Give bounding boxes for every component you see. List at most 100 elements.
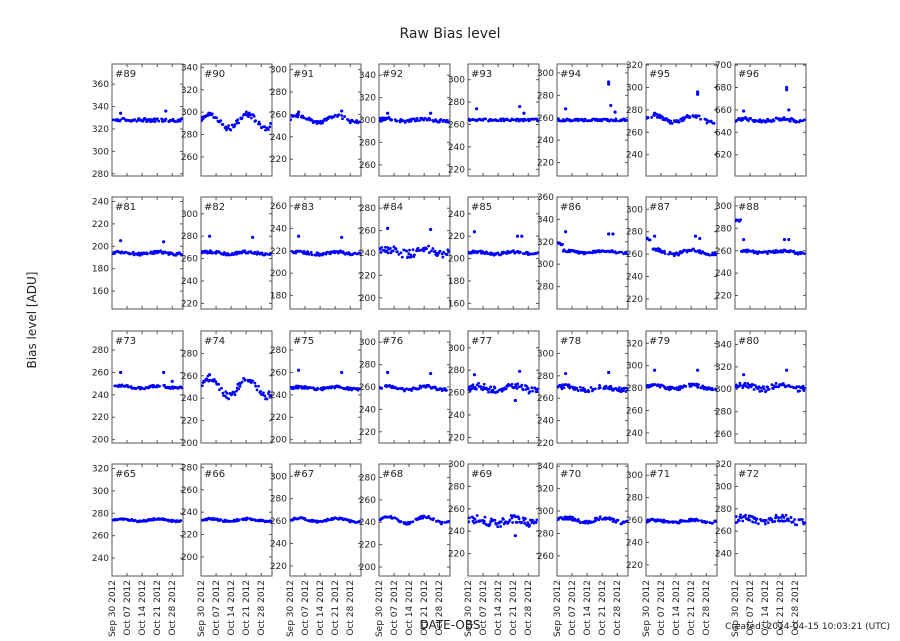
data-point xyxy=(739,516,743,520)
panel-80: 260 280 300 320 340 #80 xyxy=(715,330,807,444)
outlier-point xyxy=(742,373,746,377)
data-point xyxy=(133,118,137,121)
data-point xyxy=(129,252,133,256)
data-point xyxy=(735,383,738,387)
data-point xyxy=(496,251,500,255)
data-point xyxy=(425,247,428,251)
data-point xyxy=(337,113,341,117)
data-point xyxy=(614,520,618,524)
y-tick-label: 220 xyxy=(626,561,643,571)
data-point xyxy=(263,125,267,129)
data-point xyxy=(387,115,391,119)
y-tick-label: 220 xyxy=(537,159,554,169)
panel-76: 220 240 260 280 300 #76 xyxy=(359,330,451,444)
data-point xyxy=(244,110,248,114)
data-point xyxy=(358,519,361,523)
outlier-point xyxy=(607,80,611,84)
data-points xyxy=(735,85,806,124)
data-point xyxy=(515,521,519,524)
outlier-point xyxy=(386,370,390,375)
y-tick-label: 640 xyxy=(715,128,732,138)
panel-67: 220 240 260 280 300 Sep 30 2012 Oct 07 2012 Oct… xyxy=(270,463,362,637)
data-point xyxy=(534,521,538,524)
data-point xyxy=(269,519,272,523)
data-point xyxy=(747,516,750,520)
data-point xyxy=(559,119,562,123)
panel-label: #90 xyxy=(204,69,225,80)
data-point xyxy=(766,521,770,524)
data-point xyxy=(524,118,528,122)
data-point xyxy=(798,389,801,393)
data-point xyxy=(413,117,416,121)
data-point xyxy=(738,381,742,385)
data-point xyxy=(525,385,529,388)
x-tick-label: Oct 21 2012 xyxy=(153,580,163,636)
data-point xyxy=(321,388,324,392)
y-tick-label: 280 xyxy=(626,384,643,394)
outlier-point xyxy=(522,111,526,115)
data-point xyxy=(379,250,383,254)
y-tick-label: 240 xyxy=(359,518,376,528)
y-tick-label: 300 xyxy=(359,116,376,126)
y-tick-label: 660 xyxy=(715,106,732,116)
panels: 280300320340360#89260280300320340#902202… xyxy=(92,61,807,637)
data-point xyxy=(443,521,447,524)
data-point xyxy=(269,122,272,125)
y-tick-label: 280 xyxy=(181,463,198,473)
outlier-point xyxy=(164,109,168,113)
data-point xyxy=(497,119,500,123)
data-point xyxy=(269,394,272,397)
outlier-point xyxy=(518,104,522,109)
data-points xyxy=(468,513,539,538)
y-tick-label: 260 xyxy=(181,153,198,163)
data-point xyxy=(520,521,524,524)
y-tick-label: 160 xyxy=(448,299,465,309)
data-point xyxy=(611,250,615,254)
data-point xyxy=(353,251,357,255)
x-tick-label: Oct 28 2012 xyxy=(791,580,801,636)
y-tick-label: 260 xyxy=(626,128,643,138)
y-tick-label: 280 xyxy=(626,106,643,116)
data-point xyxy=(249,113,253,117)
data-point xyxy=(709,119,713,123)
panel-label: #82 xyxy=(204,202,225,213)
data-point xyxy=(330,251,334,254)
outlier-point xyxy=(653,368,657,372)
panel-label: #93 xyxy=(471,69,492,80)
data-point xyxy=(801,384,805,388)
data-point xyxy=(137,251,141,255)
y-tick-label: 240 xyxy=(92,391,109,401)
outlier-point xyxy=(429,227,433,232)
panel-65: 240 260 280 300 320 Sep 30 2012 Oct 07 2012 Oct… xyxy=(92,463,184,637)
panel-93: 220 240 260 280 300 #93 xyxy=(448,63,540,177)
y-tick-label: 260 xyxy=(359,227,376,237)
y-tick-label: 280 xyxy=(181,131,198,141)
data-points xyxy=(112,239,183,257)
data-point xyxy=(697,519,700,522)
data-point xyxy=(646,116,650,120)
data-point xyxy=(219,119,223,123)
y-tick-label: 220 xyxy=(270,562,287,572)
data-point xyxy=(380,245,384,249)
data-point xyxy=(564,517,568,521)
y-tick-label: 220 xyxy=(270,413,287,423)
data-point xyxy=(735,520,739,524)
data-point xyxy=(153,120,157,123)
x-tick-label: Oct 07 2012 xyxy=(123,580,133,636)
data-point xyxy=(173,120,177,123)
x-tick-label: Oct 14 2012 xyxy=(227,580,237,636)
data-point xyxy=(762,387,766,391)
y-tick-label: 340 xyxy=(359,71,376,81)
data-point xyxy=(533,387,537,391)
data-point xyxy=(493,518,497,522)
y-tick-label: 260 xyxy=(270,517,287,527)
data-point xyxy=(510,382,514,386)
panel-83: 180 200 220 240 260 #83 xyxy=(270,196,362,310)
panel-72: 240 260 280 300 320 Sep 30 2012 Oct 07 2012 Oct… xyxy=(715,460,807,637)
x-tick-label: Oct 07 2012 xyxy=(568,580,578,636)
data-point xyxy=(405,249,409,253)
data-point xyxy=(388,246,392,250)
y-tick-label: 260 xyxy=(626,407,643,417)
y-tick-label: 240 xyxy=(181,394,198,404)
data-points xyxy=(646,90,716,125)
